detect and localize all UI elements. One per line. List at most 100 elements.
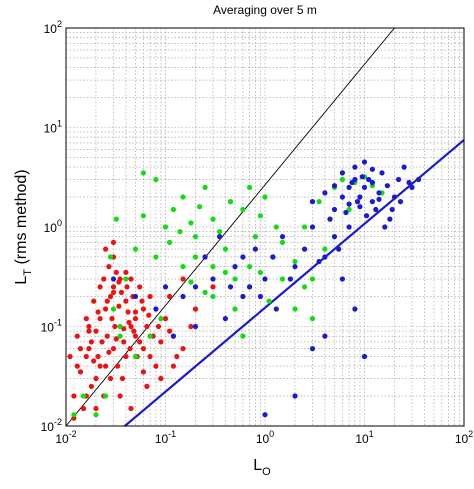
data-point bbox=[162, 224, 169, 230]
x-axis-label-base: L bbox=[253, 457, 262, 474]
data-point bbox=[279, 276, 286, 282]
data-point bbox=[222, 269, 228, 275]
data-point bbox=[292, 264, 298, 270]
data-point bbox=[137, 284, 143, 290]
data-point bbox=[339, 276, 345, 282]
data-point bbox=[302, 246, 308, 252]
x-tick-label: 101 bbox=[355, 429, 373, 446]
data-point bbox=[309, 316, 316, 322]
data-point bbox=[99, 339, 105, 345]
data-point bbox=[232, 276, 238, 282]
data-point bbox=[336, 246, 342, 252]
data-point bbox=[369, 179, 375, 186]
data-point bbox=[217, 234, 223, 240]
data-point bbox=[279, 239, 286, 245]
data-point bbox=[97, 284, 103, 290]
data-point bbox=[309, 224, 316, 230]
data-point bbox=[240, 293, 246, 300]
data-point bbox=[107, 293, 114, 300]
data-point bbox=[309, 346, 316, 352]
data-point bbox=[158, 375, 164, 382]
data-point bbox=[240, 333, 246, 339]
data-point bbox=[140, 170, 146, 176]
data-point bbox=[91, 298, 97, 304]
x-tick-label: 100 bbox=[256, 429, 274, 446]
grid bbox=[65, 28, 464, 427]
y-tick-label: 101 bbox=[44, 119, 62, 136]
data-point bbox=[83, 353, 89, 360]
data-point bbox=[366, 176, 372, 183]
data-point bbox=[180, 276, 186, 282]
data-point bbox=[222, 246, 228, 252]
data-point bbox=[343, 209, 349, 216]
data-point bbox=[349, 179, 355, 186]
x-tick-label: 102 bbox=[455, 429, 473, 446]
data-point bbox=[132, 246, 139, 252]
y-tick-labels: 10-2 10-1 100 101 102 bbox=[41, 19, 62, 434]
data-point bbox=[174, 353, 180, 360]
blue-fit-line bbox=[124, 139, 465, 427]
data-point bbox=[352, 306, 358, 312]
data-point bbox=[124, 284, 130, 290]
data-point bbox=[327, 216, 333, 222]
data-point bbox=[232, 306, 238, 312]
data-point bbox=[83, 316, 89, 322]
data-point bbox=[117, 393, 123, 399]
data-point bbox=[331, 183, 338, 189]
y-tick-label: 10-1 bbox=[41, 318, 62, 335]
data-point bbox=[257, 269, 263, 275]
data-point bbox=[202, 289, 208, 295]
data-point bbox=[180, 346, 186, 352]
data-point bbox=[210, 276, 216, 282]
data-point bbox=[93, 375, 99, 382]
data-point bbox=[210, 216, 216, 222]
data-point bbox=[397, 199, 404, 205]
x-tick-label: 10-2 bbox=[55, 429, 76, 446]
data-point bbox=[106, 264, 112, 270]
data-point bbox=[128, 405, 134, 412]
data-point bbox=[103, 306, 109, 312]
data-point bbox=[153, 363, 159, 369]
data-point bbox=[116, 279, 122, 285]
y-tick-label: 10-2 bbox=[41, 417, 62, 434]
plot-frame bbox=[65, 27, 465, 427]
data-point bbox=[123, 276, 129, 282]
data-point bbox=[117, 323, 123, 330]
data-point bbox=[77, 369, 84, 375]
data-point bbox=[352, 164, 358, 170]
data-point bbox=[217, 229, 223, 235]
data-point bbox=[110, 239, 117, 245]
data-point bbox=[97, 363, 103, 369]
data-point bbox=[232, 264, 238, 270]
data-point bbox=[188, 279, 194, 285]
x-tick-label: 10-1 bbox=[155, 429, 176, 446]
data-point bbox=[192, 234, 199, 240]
data-point bbox=[88, 339, 94, 345]
data-point bbox=[222, 316, 228, 322]
data-point bbox=[117, 333, 123, 339]
data-point bbox=[266, 298, 272, 304]
data-point bbox=[74, 363, 80, 369]
data-point bbox=[309, 276, 316, 282]
data-point bbox=[104, 333, 110, 339]
data-point bbox=[210, 284, 216, 290]
data-point bbox=[93, 412, 99, 418]
data-point bbox=[361, 353, 368, 360]
data-point bbox=[376, 196, 382, 202]
data-point bbox=[91, 358, 97, 364]
data-point bbox=[361, 184, 368, 190]
data-point bbox=[322, 333, 328, 339]
data-point bbox=[359, 174, 365, 180]
data-point bbox=[273, 224, 279, 230]
data-point bbox=[86, 323, 92, 330]
data-point bbox=[202, 254, 208, 260]
data-point bbox=[88, 383, 94, 389]
reference-lines bbox=[65, 27, 465, 427]
y-axis-label-base: L bbox=[13, 276, 30, 285]
data-point bbox=[292, 393, 298, 399]
data-point bbox=[107, 375, 114, 382]
data-point bbox=[387, 216, 393, 222]
data-point bbox=[240, 254, 246, 260]
data-point bbox=[115, 363, 121, 369]
